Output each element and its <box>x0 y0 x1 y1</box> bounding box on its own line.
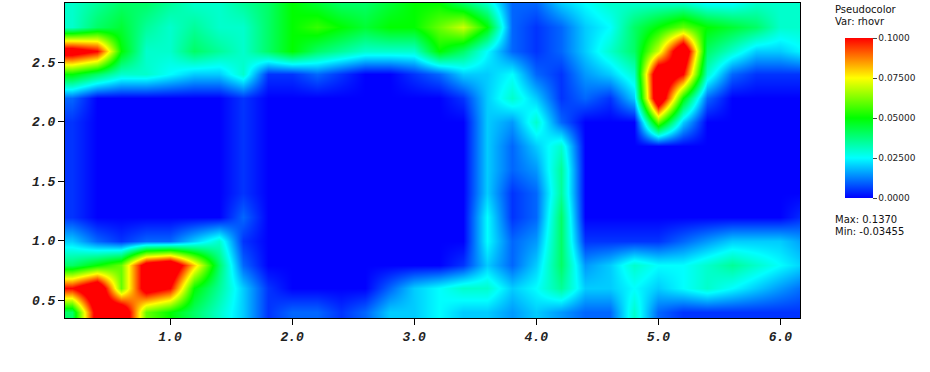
svg-text:Min: -0.03455: Min: -0.03455 <box>835 226 904 237</box>
svg-text:Var: rhovr: Var: rhovr <box>835 16 885 27</box>
svg-text:1.5: 1.5 <box>32 175 56 190</box>
svg-text:5.0: 5.0 <box>647 330 671 345</box>
svg-text:0.05000: 0.05000 <box>878 113 915 123</box>
svg-text:Pseudocolor: Pseudocolor <box>835 4 897 15</box>
svg-text:3.0: 3.0 <box>402 330 426 345</box>
svg-text:Max: 0.1370: Max: 0.1370 <box>835 214 897 225</box>
svg-text:1.0: 1.0 <box>32 234 56 249</box>
svg-text:0.1000: 0.1000 <box>878 33 910 43</box>
svg-text:0.07500: 0.07500 <box>878 73 915 83</box>
svg-text:0.5: 0.5 <box>32 294 56 309</box>
svg-text:4.0: 4.0 <box>525 330 549 345</box>
svg-text:2.0: 2.0 <box>280 330 304 345</box>
svg-text:2.0: 2.0 <box>32 115 56 130</box>
svg-text:0.0000: 0.0000 <box>878 193 910 203</box>
svg-text:2.5: 2.5 <box>32 56 56 71</box>
svg-text:1.0: 1.0 <box>158 330 182 345</box>
svg-text:6.0: 6.0 <box>769 330 793 345</box>
svg-text:0.02500: 0.02500 <box>878 153 915 163</box>
